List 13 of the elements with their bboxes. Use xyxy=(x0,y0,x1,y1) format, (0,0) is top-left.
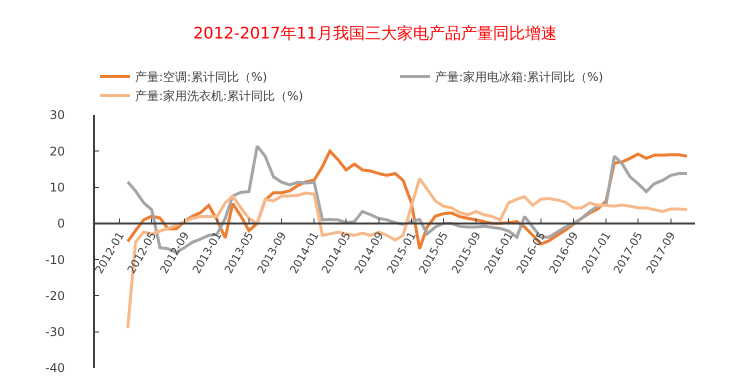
chart-title: 2012-2017年11月我国三大家电产品产量同比增速 xyxy=(193,24,557,42)
y-tick-label: 0 xyxy=(57,216,65,231)
y-tick-label: 30 xyxy=(50,108,65,122)
y-tick-label: -20 xyxy=(45,288,65,303)
y-tick-label: 20 xyxy=(50,144,65,158)
legend-label: 产量:家用电冰箱:累计同比（%) xyxy=(435,70,604,84)
y-tick-label: 10 xyxy=(50,180,65,194)
legend-label: 产量:空调:累计同比（%) xyxy=(135,70,268,84)
y-tick-label: -40 xyxy=(45,361,65,376)
line-series xyxy=(126,177,689,330)
legend-label: 产量:家用洗衣机:累计同比（%) xyxy=(135,89,304,104)
y-tick-label: -10 xyxy=(45,252,65,267)
y-tick-label: -30 xyxy=(45,325,65,340)
